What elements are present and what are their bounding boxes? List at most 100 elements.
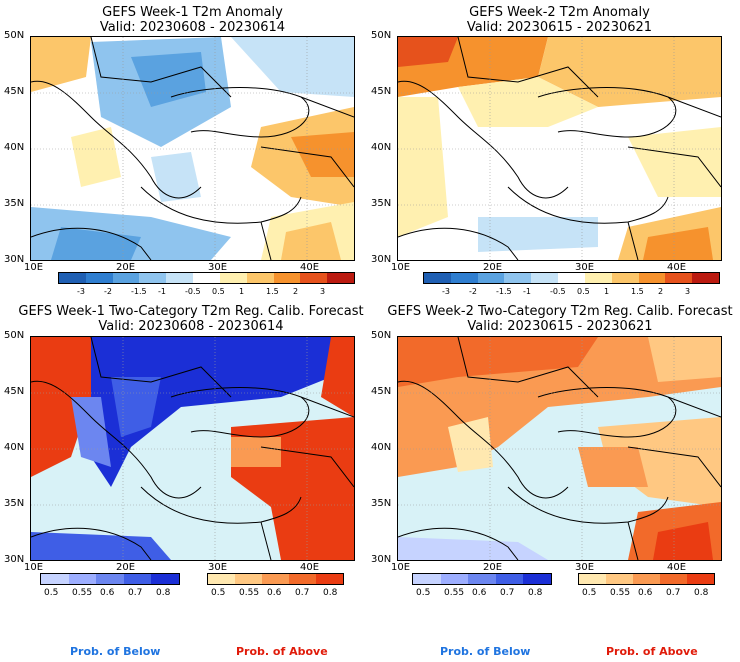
lat-label: 50N [371, 30, 392, 41]
anomaly-colorbar-week2 [423, 272, 720, 284]
colorbar-swatch [584, 273, 612, 283]
lon-label: 10E [24, 262, 44, 273]
prob-scale-label: 0.55 [72, 588, 93, 598]
prob-scale-label: 0.55 [444, 588, 465, 598]
prob-scale-label: 0.6 [638, 588, 653, 598]
prob-above-label-right: Prob. of Above [606, 645, 698, 658]
prob-scale-label: 0.7 [295, 588, 310, 598]
colorbar-swatch [687, 574, 714, 584]
anomaly-scale-label: -0.5 [185, 287, 201, 296]
colorbar-swatch [660, 574, 687, 584]
anomaly-scale-label: 0.5 [212, 287, 225, 296]
anomaly-scale-label: 2 [293, 287, 299, 296]
lon-label: 10E [391, 562, 411, 573]
colorbar-swatch [300, 273, 328, 283]
panel2-title: GEFS Week-2 T2m Anomaly Valid: 20230615 -… [466, 5, 653, 35]
lat-label: 45N [4, 386, 25, 397]
anomaly-scale-label: -1 [158, 287, 166, 296]
colorbar-swatch [112, 273, 140, 283]
colorbar-swatch [96, 574, 124, 584]
prob-scale-label: 0.8 [156, 588, 171, 598]
lat-label: 45N [4, 86, 25, 97]
lon-label: 20E [116, 262, 136, 273]
anomaly-scale-label: 2 [658, 287, 664, 296]
anomaly-scale-label: -0.5 [550, 287, 566, 296]
colorbar-swatch [440, 574, 469, 584]
lat-label: 35N [371, 498, 392, 509]
colorbar-swatch [606, 574, 633, 584]
panel4-title: GEFS Week-2 Two-Category T2m Reg. Calib.… [387, 304, 733, 334]
lon-label: 10E [391, 262, 411, 273]
lon-label: 20E [116, 562, 136, 573]
anomaly-colorbar-week1 [58, 272, 355, 284]
anomaly-scale-label: -1.5 [496, 287, 512, 296]
lat-label: 30N [371, 254, 392, 265]
anomaly-scale-label: -1.5 [131, 287, 147, 296]
prob-scale-label: 0.7 [500, 588, 515, 598]
anomaly-scale-label: 1 [239, 287, 245, 296]
anomaly-scale-label: -3 [77, 287, 85, 296]
anomaly-scale-label: 3 [320, 287, 326, 296]
anomaly-scale-label: 1.5 [631, 287, 644, 296]
prob-scale-label: 0.6 [100, 588, 115, 598]
colorbar-swatch [193, 273, 220, 283]
prob-scale-label: 0.5 [416, 588, 431, 598]
prob-scale-label: 0.5 [582, 588, 597, 598]
colorbar-swatch [246, 273, 274, 283]
lat-label: 40N [371, 142, 392, 153]
prob-below-colorbar-week1 [40, 573, 180, 585]
anomaly-scale-label: -2 [104, 287, 112, 296]
lat-label: 30N [4, 254, 25, 265]
colorbar-swatch [123, 574, 152, 584]
lat-label: 35N [4, 198, 25, 209]
colorbar-swatch [638, 273, 666, 283]
colorbar-swatch [139, 273, 167, 283]
lon-label: 10E [24, 562, 44, 573]
colorbar-swatch [208, 574, 235, 584]
colorbar-swatch [665, 273, 693, 283]
prob-scale-label: 0.7 [666, 588, 681, 598]
anomaly-scale-label: -3 [442, 287, 450, 296]
anomaly-scale-label: 1 [604, 287, 610, 296]
lat-label: 50N [4, 30, 25, 41]
prob-scale-label: 0.6 [267, 588, 282, 598]
colorbar-swatch [219, 273, 247, 283]
colorbar-swatch [151, 574, 179, 584]
colorbar-swatch [692, 273, 719, 283]
colorbar-swatch [413, 574, 441, 584]
lat-label: 45N [371, 386, 392, 397]
lat-label: 50N [371, 330, 392, 341]
prob-scale-label: 0.8 [323, 588, 338, 598]
prob-scale-label: 0.7 [128, 588, 143, 598]
prob-scale-label: 0.5 [211, 588, 226, 598]
lat-label: 50N [4, 330, 25, 341]
lat-label: 45N [371, 86, 392, 97]
colorbar-swatch [504, 273, 532, 283]
colorbar-swatch [579, 574, 606, 584]
colorbar-swatch [477, 273, 505, 283]
lon-label: 40E [667, 562, 687, 573]
lon-label: 30E [208, 262, 228, 273]
colorbar-swatch [327, 273, 354, 283]
anomaly-scale-label: 0.5 [577, 287, 590, 296]
prob-scale-label: 0.55 [610, 588, 631, 598]
prob-above-colorbar-week2 [578, 573, 715, 585]
colorbar-swatch [262, 574, 289, 584]
map-week2-probability [397, 336, 722, 561]
lon-label: 30E [208, 562, 228, 573]
anomaly-scale-label: 3 [685, 287, 691, 296]
anomaly-scale-label: -1 [523, 287, 531, 296]
lat-label: 30N [371, 554, 392, 565]
colorbar-swatch [424, 273, 451, 283]
colorbar-swatch [68, 574, 97, 584]
colorbar-swatch [166, 273, 194, 283]
lon-label: 20E [483, 562, 503, 573]
colorbar-swatch [611, 273, 639, 283]
map-week2-anomaly [397, 36, 722, 261]
prob-below-colorbar-week2 [412, 573, 552, 585]
anomaly-scale-label: 1.5 [266, 287, 279, 296]
colorbar-swatch [495, 574, 524, 584]
prob-above-colorbar-week1 [207, 573, 344, 585]
prob-scale-label: 0.55 [239, 588, 260, 598]
lat-label: 35N [4, 498, 25, 509]
